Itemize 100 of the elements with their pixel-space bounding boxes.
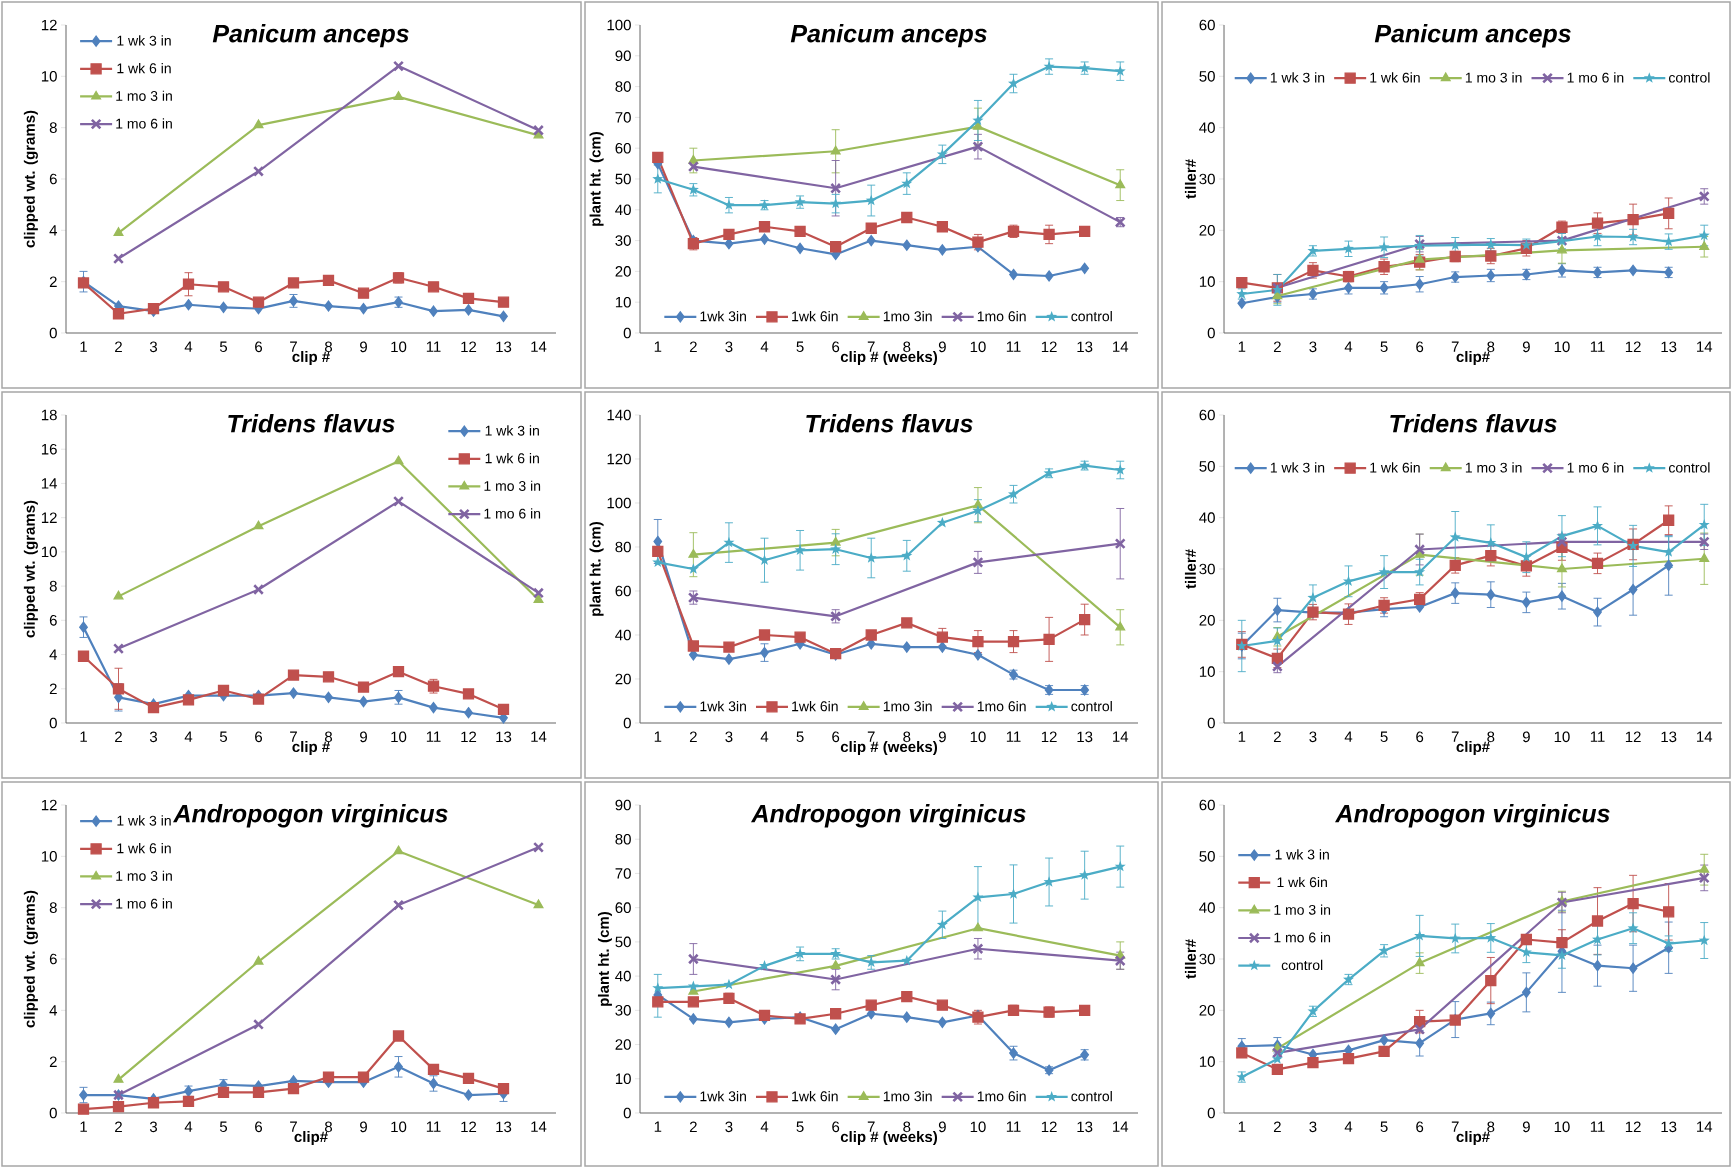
y-tick-label: 2 [49,276,57,287]
x-tick-label: 2 [689,731,697,742]
y-tick-label: 0 [623,1107,631,1119]
chart-title: Andropogon virginicus [172,804,448,828]
y-tick-label: 120 [607,453,631,465]
chart-title: Tridens flavus [806,414,973,433]
x-tick-label: 2 [1273,1121,1281,1133]
y-tick-label: 8 [49,122,57,133]
y-tick-label: 20 [1199,1005,1215,1016]
x-tick-label: 7 [1451,1121,1459,1132]
x-tick-label: 4 [184,731,193,742]
x-tick-label: 12 [1041,341,1057,352]
x-tick-label: 2 [689,341,697,352]
x-axis-title: clip# [1456,741,1490,755]
x-tick-label: 13 [1661,341,1677,353]
legend-label: 1wk 3in [700,700,746,712]
legend-label: 1 mo 3 in [484,480,541,491]
y-axis-title: plant ht. (cm) [589,521,604,616]
y-tick-label: 0 [1207,327,1215,339]
y-tick-label: 50 [615,173,631,185]
x-tick-label: 10 [970,731,986,743]
x-tick-label: 13 [1077,1121,1093,1133]
x-tick-label: 9 [1522,731,1530,743]
x-tick-label: 4 [1344,1121,1353,1132]
x-tick-label: 13 [1661,731,1677,743]
y-tick-label: 0 [623,717,631,729]
x-tick-label: 1 [654,731,662,742]
x-tick-label: 12 [1625,1121,1641,1133]
legend-label: 1wk 6in [792,700,838,712]
y-tick-label: 6 [49,173,57,185]
y-axis-title: tiller# [1184,159,1196,199]
x-tick-label: 9 [360,1121,367,1133]
legend-label: 1wk 6in [792,310,838,322]
x-tick-label: 11 [1590,731,1605,742]
x-axis-title: clip # [292,741,330,755]
legend-label: control [1668,72,1710,83]
legend-label: 1mo 3in [883,310,932,322]
legend-label: 1 wk 3 in [485,425,539,436]
legend-label: 1 wk 6in [1370,72,1420,83]
x-tick-label: 4 [760,341,769,352]
x-tick-label: 12 [1625,341,1641,352]
y-tick-label: 40 [615,629,631,641]
x-tick-label: 7 [867,731,875,742]
legend-label: 1 wk 3 in [1275,849,1329,860]
x-tick-label: 3 [725,731,733,743]
x-tick-label: 3 [149,731,158,743]
y-tick-label: 20 [1199,225,1215,236]
x-tick-label: 13 [496,341,512,353]
legend-label: control [1071,700,1112,712]
y-tick-label: 10 [1199,1056,1215,1067]
x-tick-label: 5 [796,731,804,742]
x-tick-label: 2 [115,1121,122,1133]
x-tick-label: 5 [1380,1121,1388,1132]
y-tick-label: 70 [615,868,631,879]
y-tick-label: 30 [615,1005,631,1016]
legend-label: 1wk 3in [700,1090,746,1102]
y-tick-label: 30 [1199,563,1215,575]
x-tick-label: 11 [1006,1121,1021,1132]
x-tick-label: 9 [1522,341,1530,353]
legend-label: 1wk 3in [700,310,746,322]
legend-label: 1 mo 3 in [116,90,172,101]
x-tick-label: 8 [324,731,333,743]
y-tick-label: 50 [1199,71,1215,82]
y-axis-title: tiller# [1184,549,1196,589]
x-tick-label: 1 [80,341,87,352]
x-tick-label: 10 [391,731,407,743]
x-tick-label: 1 [654,1121,662,1132]
x-tick-label: 6 [832,341,840,353]
y-tick-label: 80 [615,81,631,92]
x-tick-label: 8 [1487,341,1495,353]
y-tick-label: 60 [615,902,631,913]
x-tick-label: 6 [832,731,840,743]
x-tick-label: 9 [938,1121,946,1133]
x-tick-label: 7 [867,341,875,352]
legend-label: 1 wk 6 in [485,453,539,464]
y-axis-title: plant ht. (cm) [597,911,612,1006]
x-tick-label: 5 [1380,341,1388,352]
y-tick-label: 12 [41,512,57,523]
x-axis-title: clip # (weeks) [840,741,938,755]
x-tick-label: 4 [184,341,193,352]
x-tick-label: 11 [1590,341,1605,352]
y-tick-label: 20 [615,1039,631,1050]
y-tick-label: 18 [41,409,57,421]
y-tick-label: 10 [1199,666,1215,677]
chart-title: Andropogon virginicus [751,804,1026,828]
legend-label: 1 wk 6 in [117,843,171,854]
x-tick-label: 5 [219,1121,228,1132]
y-tick-label: 6 [49,615,57,626]
chart-title: Panicum anceps [1374,24,1571,48]
y-axis-title: clipped wt. (grams) [23,110,38,248]
chart-title: Panicum anceps [790,24,987,48]
x-tick-label: 10 [970,1121,986,1133]
x-tick-label: 10 [391,1121,407,1133]
x-tick-label: 5 [219,731,228,742]
x-tick-label: 12 [461,1121,477,1133]
y-tick-label: 50 [1199,461,1215,472]
x-tick-label: 3 [725,1121,733,1133]
x-tick-label: 2 [115,731,122,742]
y-tick-label: 14 [41,478,58,489]
y-tick-label: 20 [1199,615,1215,626]
